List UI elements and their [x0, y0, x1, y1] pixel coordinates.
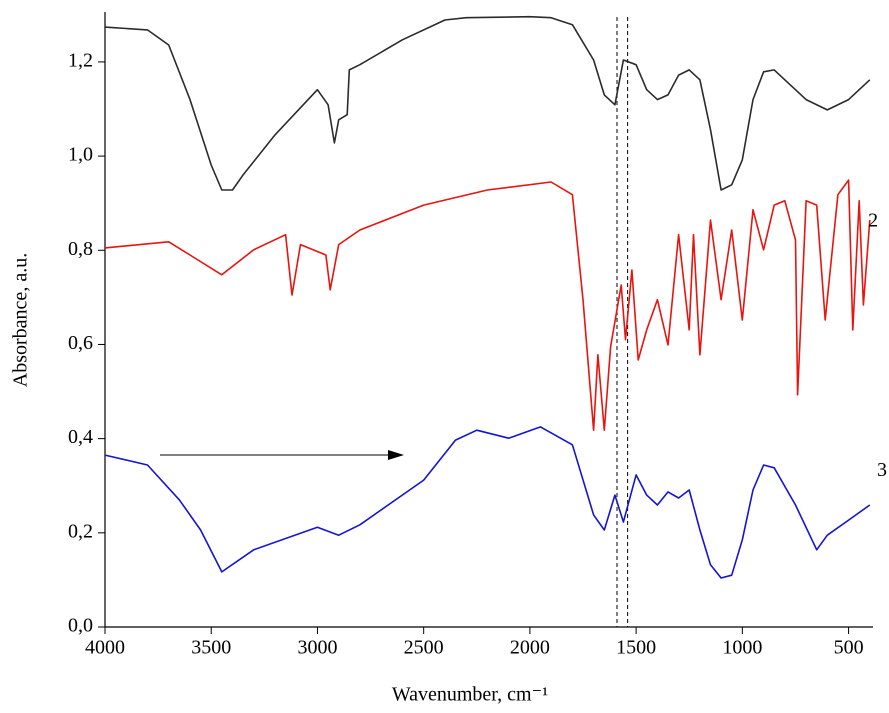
- y-tick-label: 0,2: [68, 520, 93, 542]
- arrow-head: [388, 450, 404, 460]
- spectrum-line: [104, 15, 871, 191]
- curve-label: 3: [877, 459, 887, 481]
- y-tick-label: 0,6: [68, 332, 93, 354]
- x-axis-label: Wavenumber, cm⁻¹: [392, 684, 548, 706]
- x-tick-label: 500: [834, 637, 864, 659]
- curve-label: 2: [868, 210, 878, 232]
- y-tick-label: 1,2: [68, 50, 93, 72]
- y-axis-label: Absorbance, a.u.: [10, 253, 32, 387]
- x-tick-label: 1500: [616, 637, 656, 659]
- x-tick-label: 3500: [191, 637, 231, 659]
- spectrum-line: [104, 426, 871, 579]
- x-tick-label: 4000: [85, 637, 125, 659]
- x-tick-label: 1000: [722, 637, 762, 659]
- y-tick-label: 1,0: [68, 144, 93, 166]
- x-tick-label: 3000: [297, 637, 337, 659]
- spectrum-line: [104, 179, 871, 431]
- y-tick-label: 0,8: [68, 238, 93, 260]
- y-tick-label: 0,4: [68, 426, 93, 448]
- y-tick-label: 0,0: [68, 615, 93, 637]
- x-tick-label: 2000: [510, 637, 550, 659]
- x-tick-label: 2500: [404, 637, 444, 659]
